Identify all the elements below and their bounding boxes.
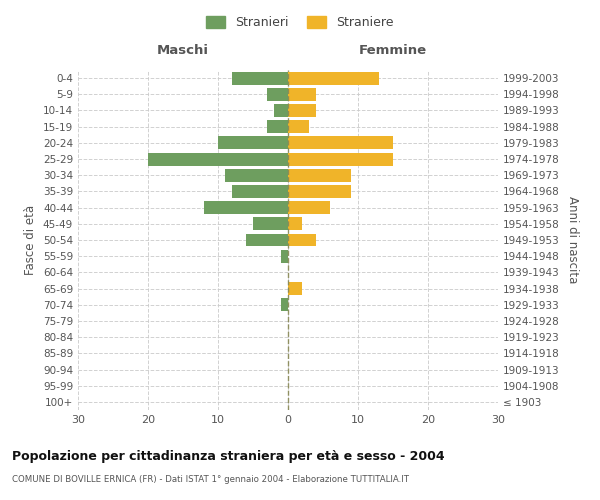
Bar xyxy=(218,136,288,149)
Bar xyxy=(267,120,288,133)
Bar xyxy=(288,201,330,214)
Bar xyxy=(288,136,393,149)
Text: COMUNE DI BOVILLE ERNICA (FR) - Dati ISTAT 1° gennaio 2004 - Elaborazione TUTTIT: COMUNE DI BOVILLE ERNICA (FR) - Dati IST… xyxy=(12,475,409,484)
Bar xyxy=(246,234,288,246)
Bar xyxy=(288,169,351,181)
Bar xyxy=(281,298,288,311)
Y-axis label: Anni di nascita: Anni di nascita xyxy=(566,196,579,284)
Bar xyxy=(281,250,288,262)
Bar xyxy=(225,169,288,181)
Bar xyxy=(288,185,351,198)
Bar xyxy=(274,104,288,117)
Text: Femmine: Femmine xyxy=(359,44,427,57)
Bar xyxy=(288,72,379,85)
Bar xyxy=(232,185,288,198)
Bar xyxy=(204,201,288,214)
Y-axis label: Fasce di età: Fasce di età xyxy=(25,205,37,275)
Bar xyxy=(288,152,393,166)
Bar xyxy=(288,218,302,230)
Bar xyxy=(288,104,316,117)
Bar xyxy=(253,218,288,230)
Bar xyxy=(288,234,316,246)
Bar xyxy=(288,88,316,101)
Text: Popolazione per cittadinanza straniera per età e sesso - 2004: Popolazione per cittadinanza straniera p… xyxy=(12,450,445,463)
Bar xyxy=(232,72,288,85)
Bar xyxy=(267,88,288,101)
Bar xyxy=(288,120,309,133)
Text: Maschi: Maschi xyxy=(157,44,209,57)
Legend: Stranieri, Straniere: Stranieri, Straniere xyxy=(202,11,398,34)
Bar xyxy=(288,282,302,295)
Bar xyxy=(148,152,288,166)
